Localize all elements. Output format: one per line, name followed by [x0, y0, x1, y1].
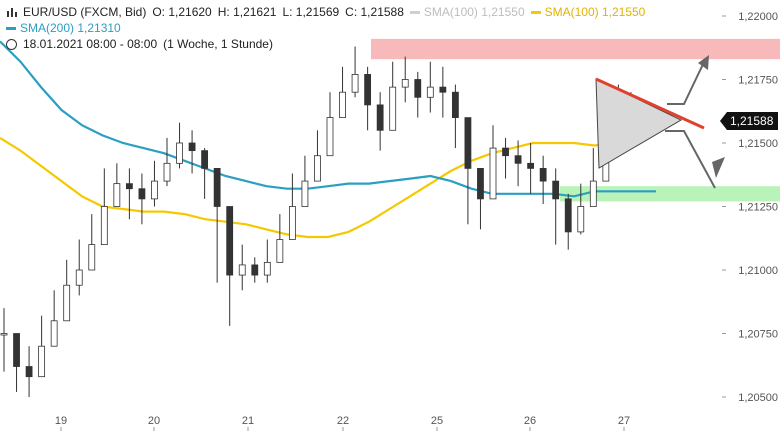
y-tick-label: 1,21750 [738, 75, 778, 87]
support-zone [560, 186, 780, 202]
clock-icon [6, 38, 17, 50]
timestamp-label: 18.01.2021 08:00 - 08:00 [23, 37, 158, 51]
pattern-overlay [595, 55, 725, 189]
candle-body [414, 79, 422, 98]
candle-body [426, 86, 434, 98]
candle-body [489, 147, 497, 200]
candle-body [213, 167, 221, 207]
sma200-line [0, 40, 656, 198]
candle-body [151, 180, 158, 200]
x-tick-label: 26 [524, 415, 536, 427]
sma100-grey-label: SMA(100) 1,21550 [423, 5, 525, 19]
candle-body [564, 198, 572, 233]
moving-averages-layer [0, 40, 657, 239]
candle-body [13, 333, 20, 367]
y-tick-label: 1,20500 [738, 392, 778, 404]
candle-body [288, 206, 296, 240]
candle-body [577, 206, 585, 233]
candle-body [351, 74, 359, 93]
open-value: O: 1,21620 [152, 5, 212, 19]
high-value: H: 1,21621 [217, 5, 277, 19]
y-tick-label: 1,22000 [738, 11, 778, 23]
candle-body [88, 244, 96, 271]
candle-body [477, 167, 484, 200]
candle-body [113, 183, 121, 207]
chart-legend: EUR/USD (FXCM, Bid) O: 1,21620 H: 1,2162… [6, 4, 645, 52]
candle-body [339, 91, 346, 118]
candle-body [0, 333, 8, 336]
candle-body [276, 239, 284, 263]
candle-body [552, 180, 560, 200]
candlestick-icon [6, 7, 17, 18]
candle-body [138, 188, 146, 200]
triangle-pattern [595, 78, 683, 169]
candle-body [176, 142, 183, 164]
sma100-legend[interactable]: SMA(100) 1,21550 [530, 4, 646, 20]
candle-body [301, 180, 309, 207]
candle-body [263, 261, 271, 276]
candles-layer [0, 46, 660, 397]
x-tick-label: 21 [242, 415, 254, 427]
candle-body [326, 117, 334, 157]
candle-body [226, 206, 234, 276]
candle-body [502, 147, 509, 157]
breakout-down-arrow [665, 130, 716, 189]
breakout-up-arrowhead [698, 55, 709, 70]
candle-body [464, 117, 472, 169]
sma100-label: SMA(100) 1,21550 [544, 5, 646, 19]
y-tick-label: 1,21250 [738, 202, 778, 214]
symbol-label: EUR/USD (FXCM, Bid) [23, 5, 147, 19]
x-tick-label: 19 [55, 415, 67, 427]
candle-body [188, 142, 196, 152]
close-value: C: 1,21588 [345, 5, 404, 19]
candle-body [38, 345, 46, 378]
x-tick-label: 27 [618, 415, 630, 427]
candle-body [163, 162, 171, 182]
candle-body [201, 150, 209, 169]
upper-trendline [595, 77, 705, 130]
candle-body [451, 91, 459, 118]
y-tick-label: 1,21000 [738, 265, 778, 277]
sma200-legend[interactable]: SMA(200) 1,21310 [6, 20, 645, 36]
sma100-grey-legend[interactable]: SMA(100) 1,21550 [409, 4, 525, 20]
low-value: L: 1,21569 [282, 5, 340, 19]
breakout-up-arrow [667, 59, 706, 105]
candle-body [539, 167, 547, 182]
candle-body [100, 206, 108, 245]
last-price-marker: 1,21588 [720, 112, 778, 130]
axis-layer: 1,22000 1,21750 1,21500 1,21250 1,21000 1,207… [55, 11, 778, 431]
candle-body [364, 74, 372, 106]
candle-body [63, 284, 71, 322]
x-tick-label: 22 [337, 415, 349, 427]
candle-body [314, 155, 321, 182]
y-tick-label: 1,21500 [738, 138, 778, 150]
candle-body [389, 86, 397, 131]
candle-body [251, 264, 259, 276]
candle-body [439, 86, 447, 93]
x-tick-label: 25 [431, 415, 443, 427]
candle-body [589, 180, 597, 207]
candle-body [401, 79, 409, 88]
candle-body [527, 162, 535, 169]
resistance-zone [371, 38, 780, 60]
zones-layer [371, 38, 780, 202]
x-tick-label: 20 [148, 415, 160, 427]
candle-body [25, 366, 33, 378]
candle-body [125, 183, 133, 190]
last-price-label: 1,21588 [730, 114, 774, 128]
candle-body [376, 104, 384, 131]
sma100-line [0, 129, 657, 239]
candle-body [514, 155, 522, 164]
candle-body [50, 320, 58, 347]
candle-body [238, 264, 246, 276]
breakout-down-arrowhead [712, 157, 725, 178]
candle-body [75, 269, 83, 286]
sma200-label: SMA(200) 1,21310 [20, 21, 121, 35]
range-label: (1 Woche, 1 Stunde) [163, 37, 273, 51]
y-tick-label: 1,20750 [738, 329, 778, 341]
